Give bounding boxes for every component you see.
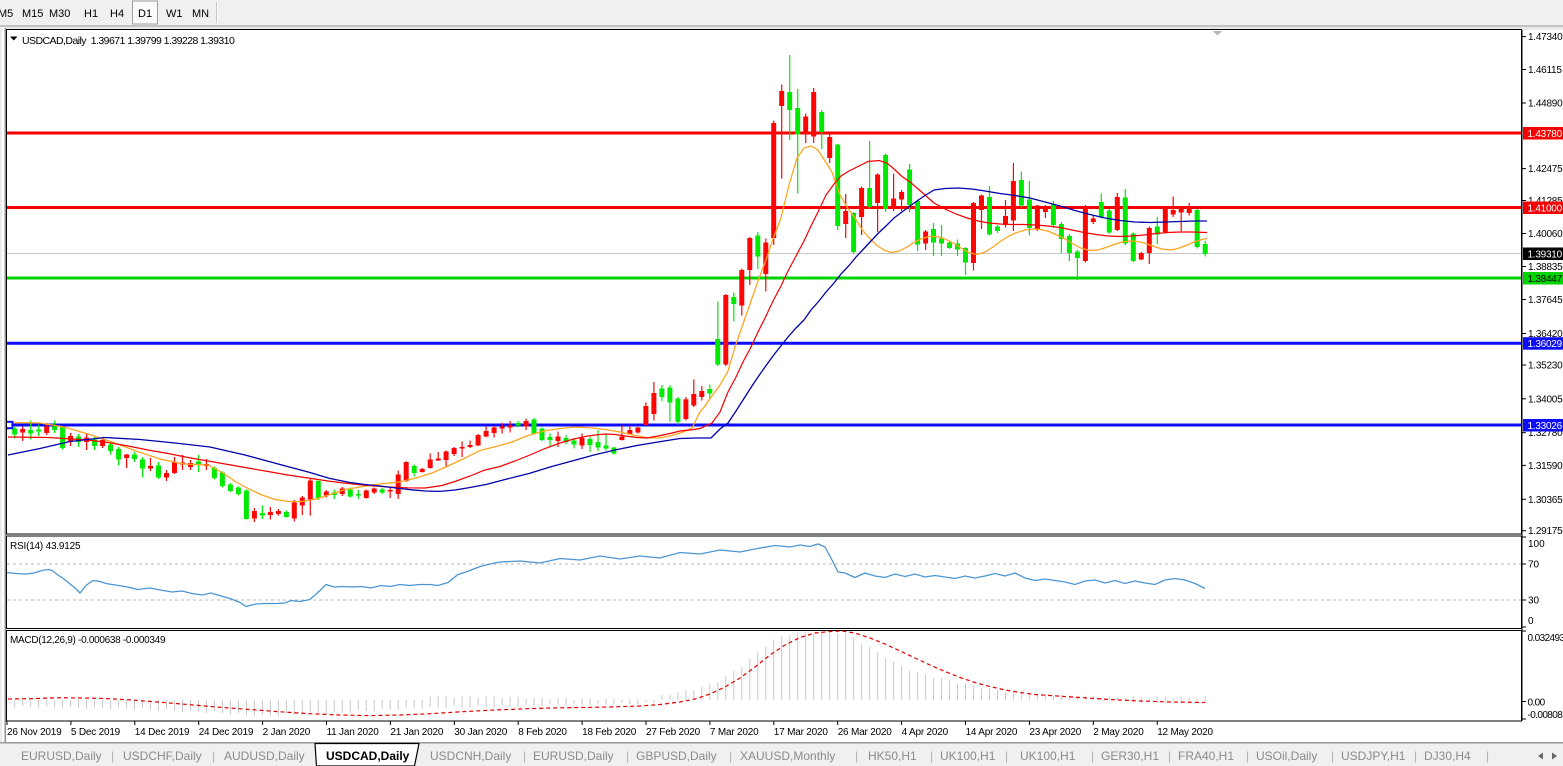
svg-text:1.43780: 1.43780: [1528, 129, 1563, 140]
svg-text:1.41000: 1.41000: [1528, 204, 1563, 215]
svg-text:26 Nov 2019: 26 Nov 2019: [7, 727, 62, 738]
svg-text:0.00: 0.00: [1528, 698, 1546, 709]
svg-text:M15: M15: [22, 8, 43, 20]
svg-text:|: |: [729, 749, 732, 763]
svg-text:USDJPY,H1: USDJPY,H1: [1341, 749, 1406, 763]
svg-text:27 Feb 2020: 27 Feb 2020: [646, 727, 701, 738]
svg-text:0.032493: 0.032493: [1528, 633, 1563, 644]
svg-text:|: |: [626, 749, 629, 763]
svg-text:23 Apr 2020: 23 Apr 2020: [1029, 727, 1081, 738]
svg-text:W1: W1: [166, 8, 183, 20]
svg-text:H1: H1: [84, 8, 98, 20]
svg-text:|: |: [1005, 749, 1008, 763]
svg-text:AUDUSD,Daily: AUDUSD,Daily: [224, 749, 305, 763]
svg-text:UK100,H1: UK100,H1: [1020, 749, 1076, 763]
svg-text:|: |: [1091, 749, 1094, 763]
svg-text:FRA40,H1: FRA40,H1: [1178, 749, 1234, 763]
svg-text:14 Apr 2020: 14 Apr 2020: [966, 727, 1018, 738]
svg-text:USDCHF,Daily: USDCHF,Daily: [123, 749, 202, 763]
svg-text:70: 70: [1528, 560, 1540, 571]
svg-text:1.33026: 1.33026: [1528, 421, 1563, 432]
svg-text:USDCNH,Daily: USDCNH,Daily: [430, 749, 511, 763]
svg-text:1.29175: 1.29175: [1528, 526, 1563, 537]
svg-text:HK50,H1: HK50,H1: [868, 749, 917, 763]
svg-text:7 Mar 2020: 7 Mar 2020: [710, 727, 759, 738]
svg-text:|: |: [1168, 749, 1171, 763]
svg-text:|: |: [212, 749, 215, 763]
svg-text:2 May 2020: 2 May 2020: [1093, 727, 1144, 738]
svg-text:M30: M30: [49, 8, 70, 20]
svg-text:1.34005: 1.34005: [1528, 394, 1563, 405]
svg-text:MACD(12,26,9) -0.000638 -0.000: MACD(12,26,9) -0.000638 -0.000349: [10, 635, 166, 646]
svg-text:RSI(14) 43.9125: RSI(14) 43.9125: [10, 541, 81, 552]
svg-text:1.46115: 1.46115: [1528, 65, 1562, 76]
svg-text:1.38835: 1.38835: [1528, 262, 1563, 273]
svg-text:12 May 2020: 12 May 2020: [1157, 727, 1213, 738]
svg-text:USDCAD,Daily: USDCAD,Daily: [326, 749, 410, 763]
svg-text:17 Mar 2020: 17 Mar 2020: [774, 727, 829, 738]
svg-text:|: |: [111, 749, 114, 763]
svg-text:4 Apr 2020: 4 Apr 2020: [902, 727, 949, 738]
svg-text:30: 30: [1528, 596, 1540, 607]
svg-text:USOil,Daily: USOil,Daily: [1256, 749, 1317, 763]
svg-text:2 Jan 2020: 2 Jan 2020: [263, 727, 311, 738]
svg-text:1.32780: 1.32780: [1528, 428, 1563, 439]
svg-text:1.47340: 1.47340: [1528, 32, 1563, 43]
svg-text:|: |: [855, 749, 858, 763]
svg-text:30 Jan 2020: 30 Jan 2020: [454, 727, 507, 738]
svg-text:24 Dec 2019: 24 Dec 2019: [199, 727, 254, 738]
svg-text:14 Dec 2019: 14 Dec 2019: [135, 727, 190, 738]
svg-text:11 Jan 2020: 11 Jan 2020: [327, 727, 380, 738]
svg-text:EURUSD,Daily: EURUSD,Daily: [21, 749, 102, 763]
svg-text:|: |: [1486, 749, 1489, 763]
svg-text:1.39310: 1.39310: [1528, 250, 1563, 261]
svg-text:1.37645: 1.37645: [1528, 295, 1563, 306]
svg-text:|: |: [1414, 749, 1417, 763]
svg-text:XAUUSD,Monthly: XAUUSD,Monthly: [740, 749, 835, 763]
svg-text:1.36029: 1.36029: [1528, 339, 1563, 350]
svg-text:1.38447: 1.38447: [1528, 274, 1563, 285]
svg-text:UK100,H1: UK100,H1: [940, 749, 996, 763]
svg-text:0: 0: [1528, 616, 1534, 627]
svg-text:|: |: [930, 749, 933, 763]
svg-text:1.44890: 1.44890: [1528, 99, 1563, 110]
svg-text:|: |: [1331, 749, 1334, 763]
svg-text:D1: D1: [138, 8, 152, 20]
svg-text:1.36420: 1.36420: [1528, 329, 1563, 340]
svg-text:|: |: [1246, 749, 1249, 763]
svg-text:1.31590: 1.31590: [1528, 461, 1563, 472]
svg-text:8 Feb 2020: 8 Feb 2020: [518, 727, 567, 738]
svg-text:M5: M5: [0, 8, 13, 20]
svg-text:GBPUSD,Daily: GBPUSD,Daily: [636, 749, 717, 763]
svg-text:USDCAD,Daily 1.39671 1.39799: USDCAD,Daily 1.39671 1.39799 1.39228 1.3…: [22, 35, 235, 47]
svg-text:|: |: [523, 749, 526, 763]
svg-text:1.35230: 1.35230: [1528, 361, 1563, 372]
svg-text:GER30,H1: GER30,H1: [1101, 749, 1159, 763]
svg-text:18 Feb 2020: 18 Feb 2020: [582, 727, 637, 738]
svg-text:H4: H4: [110, 8, 124, 20]
svg-text:DJ30,H4: DJ30,H4: [1424, 749, 1471, 763]
svg-text:26 Mar 2020: 26 Mar 2020: [838, 727, 893, 738]
svg-text:21 Jan 2020: 21 Jan 2020: [390, 727, 443, 738]
svg-text:100: 100: [1528, 539, 1545, 550]
svg-text:EURUSD,Daily: EURUSD,Daily: [533, 749, 614, 763]
svg-text:5 Dec 2019: 5 Dec 2019: [71, 727, 121, 738]
svg-text:MN: MN: [192, 8, 209, 20]
svg-text:1.40060: 1.40060: [1528, 229, 1563, 240]
svg-text:1.30365: 1.30365: [1528, 495, 1563, 506]
svg-text:-0.00808: -0.00808: [1528, 710, 1563, 721]
svg-text:1.42475: 1.42475: [1528, 164, 1563, 175]
